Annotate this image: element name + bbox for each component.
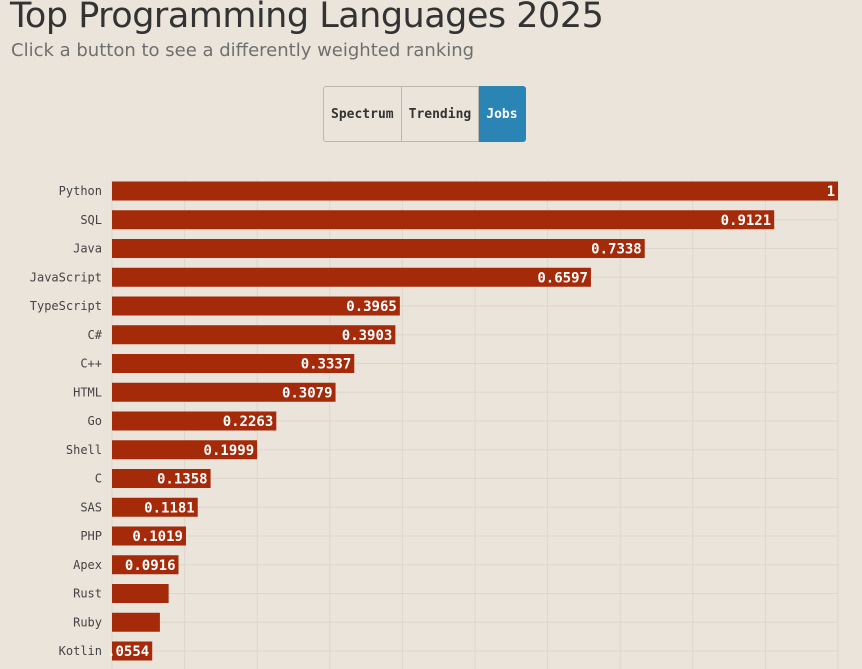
- bar[interactable]: [112, 296, 400, 316]
- category-label: PHP: [80, 529, 102, 543]
- bar-value-label: 0.6597: [537, 270, 588, 286]
- bar-value-label: 0.1999: [204, 443, 255, 459]
- bar[interactable]: [112, 210, 775, 230]
- bar-value-label: 0.3965: [346, 299, 397, 315]
- category-label: Go: [88, 414, 102, 428]
- category-label: Shell: [66, 443, 102, 457]
- bar-value-label: 0.3337: [301, 357, 352, 373]
- category-label: JavaScript: [30, 270, 102, 284]
- bar[interactable]: [112, 239, 645, 258]
- bar[interactable]: [112, 555, 179, 575]
- category-label: C#: [88, 328, 103, 342]
- bar-value-label: 0.2263: [223, 414, 274, 430]
- bar-value-label: 0.7338: [591, 242, 642, 258]
- trending-button[interactable]: Trending: [401, 86, 480, 142]
- category-label: C: [95, 472, 102, 486]
- bar-value-label: 0.1019: [132, 529, 183, 545]
- bar[interactable]: [112, 382, 336, 402]
- category-label: SQL: [80, 213, 102, 227]
- bar[interactable]: [112, 584, 169, 603]
- bar[interactable]: [112, 526, 186, 546]
- category-label: HTML: [73, 385, 102, 399]
- bar-value-label: 0.1181: [144, 500, 195, 516]
- category-label: Apex: [73, 558, 102, 572]
- bar[interactable]: [112, 354, 355, 373]
- bar-value-label: 0.3079: [282, 385, 333, 401]
- page-title: Top Programming Languages 2025: [10, 0, 604, 36]
- bar[interactable]: [112, 641, 153, 661]
- jobs-button[interactable]: Jobs: [479, 86, 526, 142]
- bar-value-label: 0.1358: [157, 472, 208, 488]
- category-label: Kotlin: [59, 644, 102, 658]
- category-label: TypeScript: [30, 299, 102, 313]
- bar[interactable]: [112, 411, 277, 431]
- bar-value-label: 0.0916: [125, 558, 176, 574]
- bar[interactable]: [112, 497, 198, 517]
- bar-value-label: .0554: [107, 644, 149, 660]
- bar-value-label: 1: [827, 184, 835, 200]
- bar-value-label: 0.9121: [721, 213, 772, 229]
- bar[interactable]: [112, 181, 838, 201]
- bar[interactable]: [112, 612, 160, 632]
- ranking-button-group: Spectrum Trending Jobs: [323, 86, 526, 142]
- bar[interactable]: [112, 440, 258, 460]
- category-label: Python: [59, 184, 102, 198]
- category-label: C++: [80, 357, 102, 371]
- category-label: SAS: [80, 500, 102, 514]
- spectrum-button[interactable]: Spectrum: [323, 86, 402, 142]
- category-label: Rust: [73, 587, 102, 601]
- chart-bars: Python 1 SQL 0.9121 Java 0.7338 JavaScript 0.65…: [30, 181, 838, 661]
- bar[interactable]: [112, 325, 396, 345]
- bar[interactable]: [112, 267, 591, 287]
- bar-value-label: 0.3903: [342, 328, 393, 344]
- category-label: Ruby: [73, 615, 102, 629]
- bar[interactable]: [112, 469, 211, 488]
- page-subtitle: Click a button to see a differently weig…: [11, 40, 475, 61]
- category-label: Java: [73, 242, 102, 256]
